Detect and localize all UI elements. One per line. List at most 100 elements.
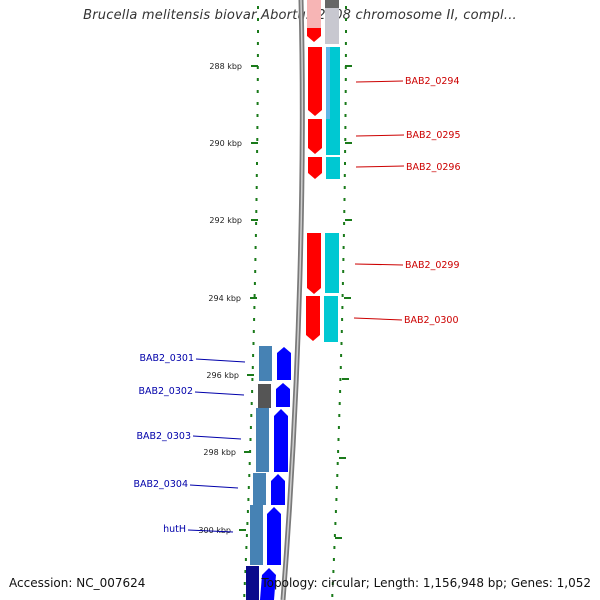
right-tick-marks (335, 65, 352, 539)
guide-dot-left (253, 294, 256, 297)
guide-dot-right (337, 450, 340, 453)
guide-dot-left (256, 150, 259, 153)
gene-partial-top-pale[interactable] (307, 0, 321, 30)
guide-dot-right (334, 522, 337, 525)
guide-dot-right (342, 270, 345, 273)
guide-dot-left (255, 210, 258, 213)
gene-partial-bottom[interactable] (260, 568, 276, 600)
guide-dot-left (247, 486, 250, 489)
cds-bab2-0301[interactable] (259, 346, 272, 381)
guide-dot-left (254, 270, 257, 273)
guide-dot-left (254, 246, 257, 249)
gene-label-bab2-0302[interactable]: BAB2_0302 (138, 386, 245, 397)
genome-summary-text: Topology: circular; Length: 1,156,948 bp… (261, 576, 591, 590)
guide-dot-left (256, 66, 259, 69)
guide-dot-right (341, 282, 344, 285)
tick-label-288: 288 kbp (209, 62, 242, 71)
gene-label-bab2-0296[interactable]: BAB2_0296 (355, 162, 461, 173)
guide-dot-left (249, 438, 252, 441)
gene-partial-top[interactable] (307, 28, 321, 42)
gene-huth[interactable] (267, 507, 281, 565)
cds-bab2-0303[interactable] (256, 408, 269, 472)
cds-bab2-0295[interactable] (326, 119, 340, 155)
cds-bab2-0302-grey[interactable] (258, 384, 271, 408)
guide-dot-left (255, 222, 258, 225)
guide-dot-right (338, 402, 341, 405)
gene-bab2-0303[interactable] (274, 409, 288, 472)
guide-dot-left (253, 282, 256, 285)
guide-dot-left (251, 378, 254, 381)
guide-dot-right (344, 42, 347, 45)
cds-bab2-0296[interactable] (326, 157, 340, 179)
tick-mark-292: 292 kbp (209, 216, 258, 225)
guide-dot-left (251, 366, 254, 369)
guide-dot-right (333, 546, 336, 549)
guide-dot-left (253, 306, 256, 309)
guide-dot-right (336, 462, 339, 465)
guide-dot-right (331, 582, 334, 585)
cds-bab2-0299[interactable] (325, 233, 339, 293)
gene-bab2-0296[interactable] (308, 157, 322, 179)
cds-bab2-0294-shade (326, 47, 330, 119)
guide-dot-right (343, 186, 346, 189)
cds-bab2-0304[interactable] (253, 473, 266, 505)
gene-label-bab2-0301[interactable]: BAB2_0301 (139, 353, 246, 364)
gene-bab2-0302[interactable] (276, 383, 290, 407)
guide-dot-left (252, 330, 255, 333)
guide-dot-left (248, 474, 251, 477)
gene-label-bab2-0295[interactable]: BAB2_0295 (355, 130, 461, 141)
gene-label-bab2-0299[interactable]: BAB2_0299 (354, 260, 460, 271)
dotted-guide-lines (243, 6, 347, 597)
guide-dot-right (344, 66, 347, 69)
reverse-feature-track (246, 346, 291, 600)
guide-dot-right (345, 6, 347, 9)
cds-huth[interactable] (250, 505, 263, 565)
guide-dot-right (345, 18, 347, 21)
guide-dot-right (343, 222, 346, 225)
gene-label-huth[interactable]: hutH (163, 524, 234, 535)
cds-partial-top-pale[interactable] (325, 8, 339, 44)
tick-mark-298: 298 kbp (203, 448, 251, 457)
gene-bab2-0300[interactable] (306, 296, 320, 341)
svg-text:hutH: hutH (163, 524, 186, 535)
guide-dot-right (342, 246, 345, 249)
gene-label-bab2-0294[interactable]: BAB2_0294 (355, 76, 460, 87)
gene-bab2-0301[interactable] (277, 347, 291, 380)
guide-dot-right (339, 366, 342, 369)
cds-partial-top[interactable] (325, 0, 339, 8)
gene-label-bab2-0304[interactable]: BAB2_0304 (133, 479, 239, 490)
guide-dot-left (254, 258, 257, 261)
guide-dot-left (245, 534, 248, 537)
guide-dot-right (339, 378, 342, 381)
gene-bab2-0304[interactable] (271, 474, 285, 505)
guide-dot-left (253, 318, 256, 321)
cds-partial-bottom[interactable] (246, 566, 259, 600)
cds-bab2-0300[interactable] (324, 296, 338, 342)
tick-label-300: 300 kbp (198, 526, 231, 535)
guide-dot-left (246, 510, 249, 513)
tick-mark-300: 300 kbp (198, 526, 246, 535)
guide-dot-right (333, 534, 336, 537)
gene-label-bab2-0300[interactable]: BAB2_0300 (353, 315, 459, 326)
gene-bab2-0295[interactable] (308, 119, 322, 154)
guide-dot-right (340, 330, 343, 333)
svg-text:BAB2_0301: BAB2_0301 (139, 353, 194, 364)
forward-feature-track (306, 0, 340, 342)
guide-dot-left (256, 138, 259, 141)
guide-dot-left (249, 426, 252, 429)
svg-text:BAB2_0300: BAB2_0300 (404, 315, 459, 326)
gene-label-bab2-0303[interactable]: BAB2_0303 (136, 431, 242, 442)
tick-label-294: 294 kbp (208, 294, 241, 303)
gene-bab2-0294[interactable] (308, 47, 322, 116)
tick-mark-290: 290 kbp (209, 139, 258, 148)
guide-dot-left (257, 6, 259, 9)
guide-dot-right (332, 570, 335, 573)
guide-dot-left (255, 198, 258, 201)
gene-bab2-0299[interactable] (307, 233, 321, 294)
guide-dot-right (332, 558, 335, 561)
guide-dot-right (344, 150, 347, 153)
guide-dot-right (344, 126, 347, 129)
svg-text:BAB2_0303: BAB2_0303 (136, 431, 191, 442)
